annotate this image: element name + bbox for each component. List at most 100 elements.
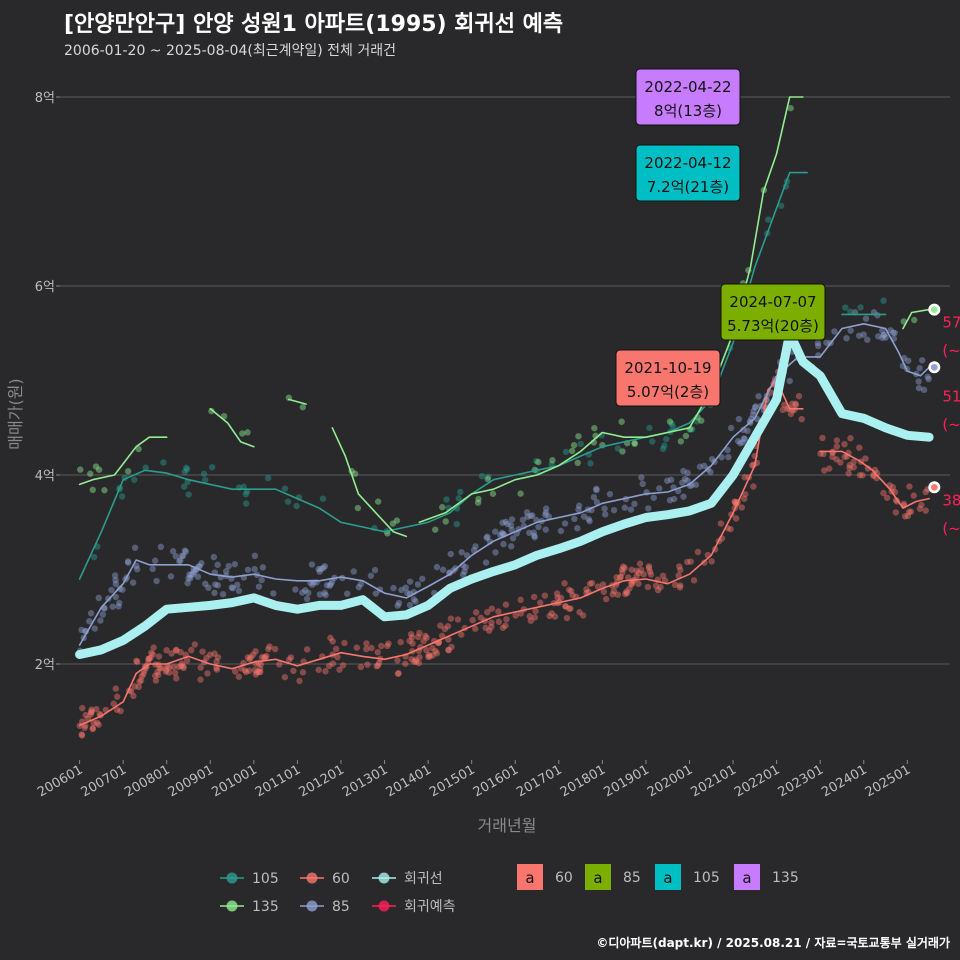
data-point [880, 489, 887, 497]
annotation-value: 5.73억(20층) [727, 317, 819, 335]
data-point [180, 663, 187, 670]
data-point [178, 552, 186, 559]
data-point [593, 486, 600, 494]
data-point [183, 464, 190, 471]
data-point [508, 526, 515, 534]
data-point [924, 373, 931, 380]
data-point [563, 614, 571, 622]
data-point [708, 558, 715, 565]
data-point [535, 523, 542, 531]
data-point [661, 442, 668, 449]
data-point [108, 586, 115, 594]
data-point [131, 683, 138, 690]
data-point [327, 634, 334, 642]
data-point [856, 444, 863, 451]
data-point [833, 456, 840, 463]
data-point [394, 657, 401, 664]
data-point [586, 580, 594, 587]
data-point [404, 589, 411, 597]
data-point [316, 591, 324, 598]
data-point [130, 692, 137, 700]
data-point [512, 612, 519, 619]
data-point [408, 634, 416, 641]
data-point [182, 548, 189, 555]
data-point [786, 377, 793, 385]
data-point [765, 216, 772, 223]
data-point [571, 515, 578, 523]
series-line-85 [78, 323, 930, 646]
data-point [744, 427, 751, 435]
data-point [458, 631, 465, 638]
x-tick-label: 202501 [863, 762, 913, 800]
data-point [881, 331, 888, 338]
data-point [198, 560, 205, 567]
data-point [437, 622, 444, 629]
data-point [253, 668, 261, 676]
data-point [149, 565, 156, 573]
data-point [196, 563, 203, 570]
annotation-value: 5.07억(2층) [627, 383, 709, 401]
data-point [442, 518, 449, 525]
data-point [535, 458, 542, 466]
data-point [916, 505, 924, 512]
data-point [645, 563, 653, 570]
data-point [623, 589, 631, 597]
data-point [78, 732, 86, 739]
forecast-value-label: 38,654 [942, 491, 960, 509]
data-point [408, 655, 415, 663]
data-point [214, 561, 221, 568]
annotation-value: 7.2억(21층) [647, 178, 729, 196]
data-point [411, 658, 418, 665]
data-point [631, 440, 638, 448]
data-point [690, 577, 698, 584]
data-point [850, 458, 857, 466]
data-point [453, 520, 460, 528]
data-point [394, 602, 401, 609]
data-point [89, 725, 96, 732]
data-point [681, 475, 689, 483]
data-point [101, 487, 108, 494]
data-point [151, 557, 159, 564]
series-line-60 [819, 450, 930, 509]
data-point [656, 485, 663, 492]
x-tick-label: 202401 [819, 762, 869, 800]
data-point [843, 335, 850, 342]
data-point [406, 578, 414, 585]
data-point [741, 495, 748, 502]
data-point [296, 677, 303, 685]
data-point [524, 513, 531, 520]
data-point [299, 404, 306, 411]
data-point [462, 563, 469, 571]
x-tick-label: 200701 [79, 762, 129, 800]
data-point [574, 525, 581, 532]
data-point [425, 651, 433, 659]
data-point [541, 592, 549, 599]
data-point [568, 447, 576, 455]
data-point [185, 574, 192, 582]
data-point [499, 624, 507, 631]
data-point [281, 485, 289, 492]
data-point [213, 666, 221, 673]
data-point [184, 579, 191, 587]
data-point [530, 529, 537, 536]
data-point [90, 553, 98, 561]
data-point [527, 617, 535, 624]
data-point [242, 500, 250, 507]
x-tick-label: 200901 [166, 762, 216, 800]
data-point [847, 435, 854, 442]
data-point [142, 464, 149, 471]
data-point [583, 586, 590, 593]
data-point [395, 670, 402, 677]
data-point [308, 561, 316, 568]
data-point [86, 617, 93, 625]
data-point [390, 584, 397, 592]
data-point [577, 440, 584, 448]
data-point [131, 544, 139, 551]
legend-label: 회귀선 [404, 871, 443, 887]
forecast-area-label: (~85㎡) [942, 415, 960, 433]
data-point [546, 612, 553, 620]
legend-key-box [734, 864, 760, 890]
data-point [831, 328, 838, 335]
annotation-date: 2022-04-12 [644, 154, 731, 172]
